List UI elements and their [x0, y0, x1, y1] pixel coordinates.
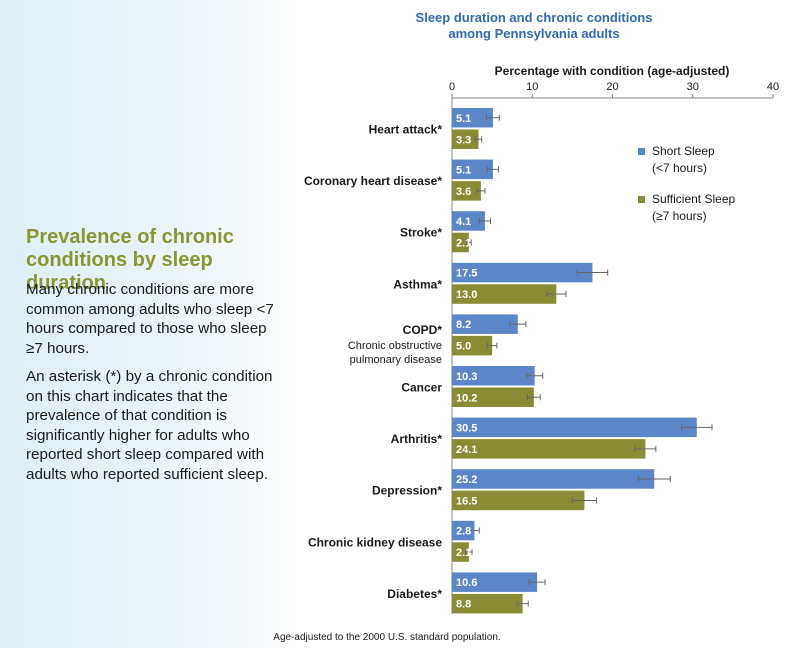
data-label: 3.6 [456, 186, 471, 198]
bar-short-sleep [452, 262, 593, 283]
data-label: 24.1 [456, 444, 477, 456]
category-label: Heart attack* [369, 123, 443, 137]
sidebar-panel [0, 0, 296, 648]
x-axis: 0 10 20 30 40 [449, 81, 779, 614]
data-label: 4.1 [456, 216, 471, 228]
legend-swatch-short-sleep [638, 148, 645, 155]
bar-short-sleep [452, 417, 697, 438]
bar-sufficient-sleep [452, 335, 493, 356]
sidebar-paragraph-1: Many chronic conditions are more common … [26, 281, 274, 357]
category-label: COPD* [403, 323, 443, 337]
chart-title-line-1: Sleep duration and chronic conditions [416, 10, 653, 25]
data-label: 16.5 [456, 495, 477, 507]
bar-short-sleep [452, 159, 493, 180]
data-label: 5.1 [456, 113, 471, 125]
data-label: 2.1 [456, 237, 471, 249]
chart-footnote: Age-adjusted to the 2000 U.S. standard p… [273, 632, 500, 643]
bar-short-sleep [452, 469, 655, 489]
bar-short-sleep [452, 211, 485, 231]
bars-group: 5.1 3.3 5.1 3.6 4.1 2.1 17.5 13.0 8.2 5.0 10.3 10.2… [452, 108, 713, 614]
x-tick-label: 30 [687, 81, 699, 93]
data-label: 5.0 [456, 341, 471, 353]
sidebar-paragraph-2: An asterisk (*) by a chronic condition o… [26, 368, 273, 483]
legend-label-sufficient-sleep: Sufficient Sleep [652, 192, 735, 206]
category-label: Stroke* [400, 226, 442, 240]
x-axis-label: Percentage with condition (age-adjusted) [495, 64, 730, 78]
bar-sufficient-sleep [452, 387, 534, 407]
chart-title-line-2: among Pennsylvania adults [448, 26, 619, 41]
bar-short-sleep [452, 572, 538, 592]
x-tick-label: 10 [526, 81, 538, 93]
legend-swatch-sufficient-sleep [638, 196, 645, 203]
legend: Short Sleep (<7 hours) Sufficient Sleep … [638, 144, 735, 223]
bar-short-sleep [452, 314, 518, 334]
bar-sufficient-sleep [452, 490, 585, 511]
category-label: Depression* [372, 484, 442, 498]
legend-sublabel-short-sleep: (<7 hours) [652, 161, 707, 175]
bar-sufficient-sleep [452, 232, 469, 253]
x-tick-label: 0 [449, 81, 455, 93]
data-label: 2.1 [456, 547, 471, 559]
bar-sufficient-sleep [452, 542, 469, 562]
bar-short-sleep [452, 108, 493, 128]
data-label: 8.8 [456, 599, 471, 611]
category-label: Asthma* [393, 277, 442, 291]
bar-sufficient-sleep [452, 439, 646, 459]
data-label: 10.6 [456, 577, 477, 589]
sidebar-heading: Prevalence of chronic conditions by slee… [26, 226, 234, 294]
bar-sufficient-sleep [452, 129, 479, 149]
x-tick-label: 40 [767, 81, 779, 93]
data-label: 25.2 [456, 474, 477, 486]
bar-short-sleep [452, 520, 475, 541]
category-label: Diabetes* [387, 587, 442, 601]
category-sublabel: pulmonary disease [350, 354, 442, 366]
category-label: Cancer [401, 381, 442, 395]
category-label: Coronary heart disease* [304, 174, 442, 188]
bar-sufficient-sleep [452, 593, 523, 614]
data-label: 13.0 [456, 289, 477, 301]
data-label: 10.2 [456, 392, 477, 404]
category-sublabel: Chronic obstructive [348, 340, 442, 352]
legend-sublabel-sufficient-sleep: (≥7 hours) [652, 209, 707, 223]
data-label: 2.8 [456, 526, 471, 538]
data-label: 5.1 [456, 164, 471, 176]
category-label: Chronic kidney disease [308, 535, 442, 549]
bar-sufficient-sleep [452, 284, 557, 304]
data-label: 17.5 [456, 268, 477, 280]
category-label: Arthritis* [391, 432, 443, 446]
bar-short-sleep [452, 366, 535, 386]
data-label: 3.3 [456, 134, 471, 146]
legend-label-short-sleep: Short Sleep [652, 144, 715, 158]
data-label: 30.5 [456, 422, 477, 434]
data-label: 10.3 [456, 371, 477, 383]
category-labels-group: Heart attack* Coronary heart disease* Stro… [304, 123, 442, 601]
x-tick-label: 20 [606, 81, 618, 93]
bar-sufficient-sleep [452, 181, 481, 201]
data-label: 8.2 [456, 319, 471, 331]
